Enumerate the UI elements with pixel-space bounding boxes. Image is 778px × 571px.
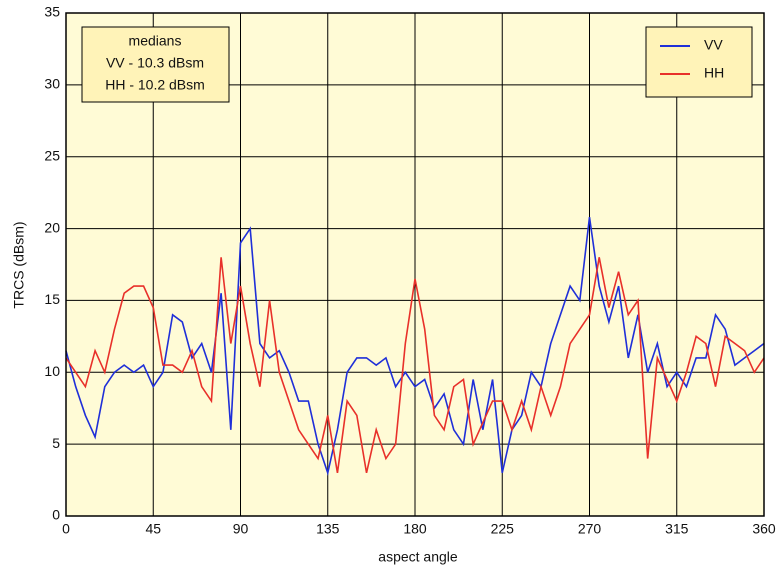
data-line	[65, 257, 765, 474]
data-line	[65, 216, 765, 476]
y-tick-label: 20	[44, 219, 60, 235]
x-tick-label: 0	[62, 521, 70, 537]
legend-label: HH	[704, 65, 724, 81]
legend-box	[645, 26, 753, 98]
y-tick-label: 0	[52, 507, 60, 523]
y-tick-label: 15	[44, 291, 60, 307]
y-tick-label: 30	[44, 76, 60, 92]
x-tick-label: 270	[578, 521, 602, 537]
x-tick-label: 225	[491, 521, 515, 537]
annotation-text: HH - 10.2 dBsm	[105, 77, 205, 93]
annotation-box	[81, 26, 230, 103]
annotation-text: VV - 10.3 dBsm	[106, 55, 204, 71]
annotation-text: medians	[129, 33, 182, 49]
x-tick-label: 135	[316, 521, 340, 537]
y-tick-label: 10	[44, 363, 60, 379]
y-tick-label: 25	[44, 147, 60, 163]
x-tick-label: 45	[145, 521, 161, 537]
x-axis-label: aspect angle	[378, 549, 458, 565]
y-tick-label: 35	[44, 4, 60, 20]
x-tick-label: 315	[665, 521, 689, 537]
y-axis-label: TRCS (dBsm)	[11, 221, 27, 308]
x-tick-label: 180	[403, 521, 427, 537]
y-tick-label: 5	[52, 435, 60, 451]
x-tick-label: 360	[752, 521, 776, 537]
legend-label: VV	[704, 37, 723, 53]
plot-frame	[65, 12, 765, 517]
x-tick-label: 90	[233, 521, 249, 537]
